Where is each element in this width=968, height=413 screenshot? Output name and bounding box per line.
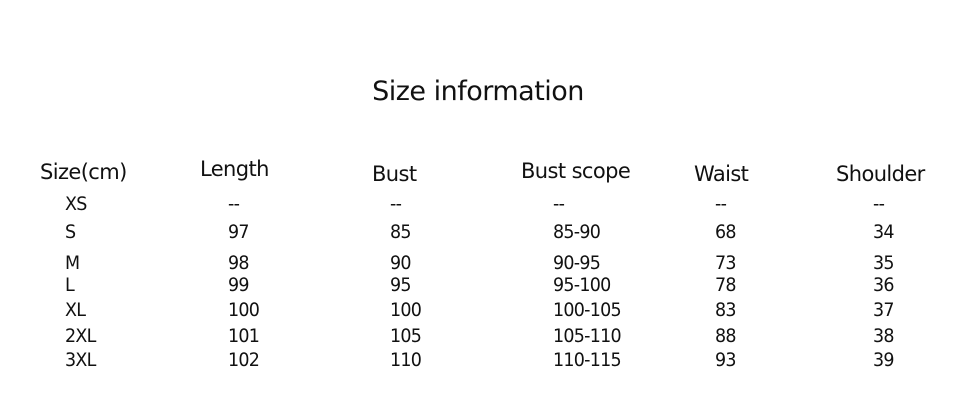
table-cell-length: 98 [228,252,249,274]
table-cell-bust-scope: 110-115 [553,349,622,371]
table-cell-bust: 85 [390,221,411,243]
table-cell-waist: 83 [715,299,736,321]
column-header-size: Size(cm) [40,160,127,184]
table-cell-size: M [65,252,80,274]
table-cell-length: 99 [228,274,249,296]
table-cell-size: 2XL [65,325,96,347]
table-cell-length: -- [228,193,240,215]
table-cell-bust-scope: -- [553,193,565,215]
column-header-length: Length [200,157,269,181]
table-cell-bust-scope: 90-95 [553,252,601,274]
table-cell-shoulder: -- [873,193,885,215]
column-header-bust: Bust [372,162,417,186]
table-cell-length: 102 [228,349,260,371]
table-cell-size: XS [65,193,87,215]
table-cell-waist: -- [715,193,727,215]
page-title: Size information [372,76,584,107]
table-cell-shoulder: 38 [873,325,894,347]
table-cell-length: 97 [228,221,249,243]
table-cell-bust-scope: 85-90 [553,221,601,243]
table-cell-size: S [65,221,76,243]
table-cell-waist: 88 [715,325,736,347]
table-cell-bust: 110 [390,349,422,371]
table-cell-waist: 93 [715,349,736,371]
table-cell-bust-scope: 100-105 [553,299,622,321]
column-header-bust-scope: Bust scope [521,159,631,183]
table-cell-shoulder: 37 [873,299,894,321]
table-cell-bust-scope: 105-110 [553,325,622,347]
table-cell-size: XL [65,299,86,321]
table-cell-shoulder: 35 [873,252,894,274]
table-cell-length: 101 [228,325,260,347]
table-cell-bust: 90 [390,252,411,274]
column-header-waist: Waist [694,162,749,186]
table-cell-shoulder: 36 [873,274,894,296]
table-cell-waist: 78 [715,274,736,296]
column-header-shoulder: Shoulder [836,162,925,186]
table-cell-shoulder: 39 [873,349,894,371]
table-cell-bust-scope: 95-100 [553,274,611,296]
table-cell-waist: 68 [715,221,736,243]
table-cell-bust: 105 [390,325,422,347]
table-cell-waist: 73 [715,252,736,274]
table-cell-bust: 95 [390,274,411,296]
table-cell-length: 100 [228,299,260,321]
table-cell-size: 3XL [65,349,96,371]
table-cell-bust: -- [390,193,402,215]
table-cell-bust: 100 [390,299,422,321]
table-cell-size: L [65,274,75,296]
table-cell-shoulder: 34 [873,221,894,243]
